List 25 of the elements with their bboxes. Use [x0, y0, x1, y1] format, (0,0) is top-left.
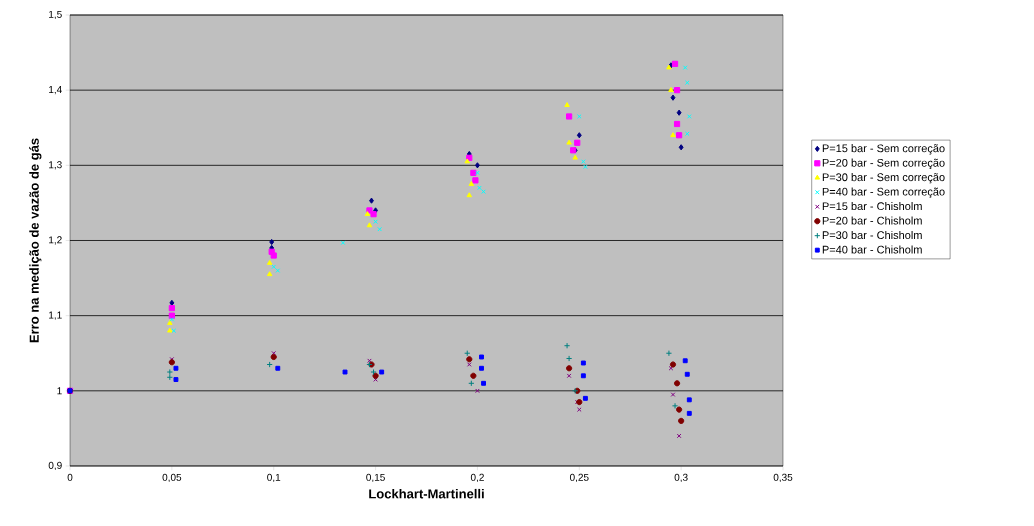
x-tick-label: 0,15 — [366, 473, 385, 483]
legend-label: P=30 bar - Sem correção — [822, 173, 945, 184]
x-tick-label: 0,25 — [569, 473, 589, 483]
x-axis-title: Lockhart-Martinelli — [369, 488, 484, 499]
y-tick-label: 1,1 — [49, 311, 62, 320]
y-tick-label: 1,4 — [49, 86, 62, 95]
legend-label: P=20 bar - Sem correção — [822, 158, 945, 169]
y-axis-title: Erro na medição de vazão de gás — [29, 138, 42, 343]
y-tick-label: 1,5 — [49, 10, 62, 20]
legend-label: P=30 bar - Chisholm — [822, 230, 922, 240]
legend-label: P=40 bar - Sem correção — [822, 187, 945, 198]
legend-label: P=15 bar - Sem correção — [822, 144, 945, 155]
legend-label: P=40 bar - Chisholm — [822, 245, 922, 254]
y-tick-label: 0,9 — [48, 461, 62, 471]
y-tick-label: 1,2 — [49, 236, 62, 245]
x-tick-label: 0,35 — [773, 473, 793, 483]
x-tick-label: 0,1 — [267, 473, 281, 483]
x-tick-label: 0 — [67, 473, 73, 481]
x-tick-label: 0,2 — [470, 473, 484, 483]
y-tick-label: 1,3 — [49, 161, 62, 170]
x-tick-label: 0,05 — [162, 473, 182, 483]
legend-label: P=15 bar - Chisholm — [822, 202, 922, 211]
y-tick-label: 1 — [57, 387, 62, 395]
legend-label: P=20 bar - Chisholm — [822, 216, 922, 225]
x-tick-label: 0,3 — [674, 473, 688, 483]
